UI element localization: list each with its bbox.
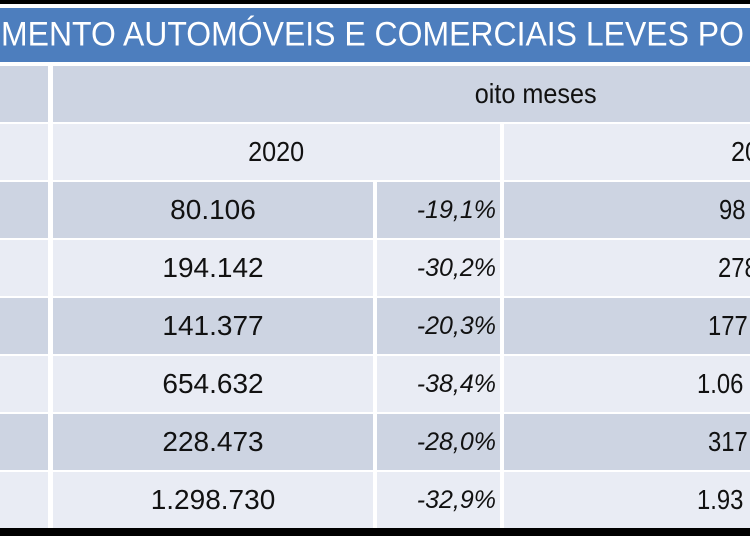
value-right-cell: 278 [504,240,750,296]
value-right-cell: 98 [504,182,750,238]
pct-2020-cell: -38,4% [377,356,500,412]
year-2020-header-cell: 2020 [53,124,500,180]
pct-2020-cell: -30,2% [377,240,500,296]
table-row-total: 1.298.730 -32,9% 1.93 [0,472,750,528]
year-right-label: 20 [731,136,750,167]
row-label-cell [0,356,48,412]
value-right: 177 [708,310,748,341]
value-2020-cell: 194.142 [53,240,373,296]
row-label-header-cell [0,66,48,122]
slide-title-bar: MENTO AUTOMÓVEIS E COMERCIAIS LEVES PO [0,8,750,62]
table-row: 141.377 -20,3% 177 [0,298,750,354]
value-right: 1.06 [697,368,744,399]
value-2020: 194.142 [162,252,264,283]
table-row: 228.473 -28,0% 317 [0,414,750,470]
pct-2020: -32,9% [416,485,496,514]
value-right-cell: 1.06 [504,356,750,412]
pct-2020: -20,3% [416,311,496,340]
value-right: 317 [708,426,748,457]
value-right-cell: 1.93 [504,472,750,528]
slide-title: MENTO AUTOMÓVEIS E COMERCIAIS LEVES PO [1,15,744,54]
value-2020-cell: 80.106 [53,182,373,238]
value-2020: 654.632 [162,368,264,399]
pct-2020-cell: -20,3% [377,298,500,354]
row-label-cell [0,240,48,296]
period-header-cell: oito meses [53,66,750,122]
period-header-label: oito meses [474,78,597,109]
row-label-cell [0,298,48,354]
value-2020: 228.473 [162,426,264,457]
pct-2020: -38,4% [416,369,496,398]
value-2020: 80.106 [170,194,256,225]
value-2020: 141.377 [162,310,264,341]
pct-2020-cell: -28,0% [377,414,500,470]
value-2020: 1.298.730 [150,484,276,515]
value-2020-cell: 141.377 [53,298,373,354]
value-right-cell: 317 [504,414,750,470]
table-header-row-period: oito meses [0,66,750,122]
year-right-header-cell: 20 [504,124,750,180]
pct-2020: -30,2% [416,253,496,282]
pct-2020-cell: -32,9% [377,472,500,528]
value-2020-cell: 228.473 [53,414,373,470]
table-row: 654.632 -38,4% 1.06 [0,356,750,412]
value-right: 98 [719,194,746,225]
row-label-cell [0,414,48,470]
row-label-cell [0,472,48,528]
table-header-row-years: 2020 20 [0,124,750,180]
value-right: 1.93 [697,484,744,515]
table-row: 80.106 -19,1% 98 [0,182,750,238]
value-right: 278 [718,252,750,283]
pct-2020: -19,1% [416,195,496,224]
year-2020-label: 2020 [248,136,305,167]
value-right-cell: 177 [504,298,750,354]
row-label-header-cell [0,124,48,180]
row-label-cell [0,182,48,238]
pct-2020: -28,0% [416,427,496,456]
pct-2020-cell: -19,1% [377,182,500,238]
value-2020-cell: 654.632 [53,356,373,412]
value-2020-cell: 1.298.730 [53,472,373,528]
table-row: 194.142 -30,2% 278 [0,240,750,296]
